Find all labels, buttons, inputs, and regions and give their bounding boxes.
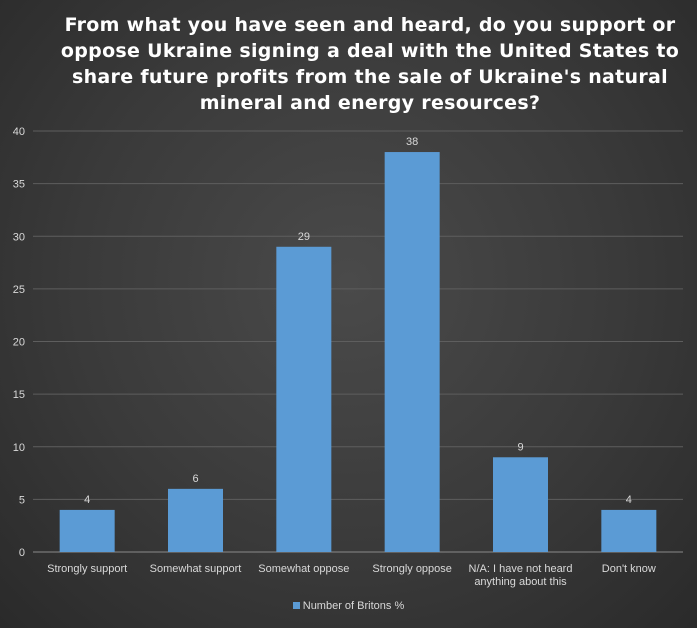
category-label: anything about this — [474, 576, 567, 588]
data-labels: 4 6 29 38 9 4 — [84, 136, 632, 506]
bar — [276, 246, 332, 552]
data-label: 4 — [84, 494, 90, 506]
y-tick-label: 5 — [19, 494, 25, 506]
data-label: 4 — [626, 494, 632, 506]
bar — [601, 509, 657, 552]
gridlines — [33, 130, 683, 553]
data-label: 38 — [406, 136, 418, 148]
data-label: 6 — [192, 473, 198, 485]
y-tick-label: 25 — [13, 284, 25, 296]
y-tick-label: 30 — [13, 231, 25, 243]
bar — [384, 152, 440, 553]
bars — [59, 152, 657, 553]
y-tick-label: 20 — [13, 337, 25, 349]
x-axis: Strongly support Somewhat support Somewhat… — [47, 563, 656, 588]
category-label: N/A: I have not heard — [469, 563, 573, 575]
legend-swatch — [292, 601, 300, 609]
y-tick-label: 0 — [19, 547, 25, 559]
category-label: Somewhat oppose — [258, 563, 349, 575]
category-label: Somewhat support — [150, 563, 242, 575]
y-tick-label: 35 — [13, 179, 25, 191]
data-label: 29 — [298, 231, 310, 243]
legend-label: Number of Britons % — [302, 600, 405, 612]
bar — [168, 488, 223, 552]
data-label: 9 — [517, 441, 523, 453]
bar — [493, 457, 548, 552]
y-axis: 0 5 10 15 20 25 30 35 40 — [13, 126, 25, 559]
category-label: Strongly oppose — [372, 563, 452, 575]
category-label: Strongly support — [47, 563, 127, 575]
bar — [59, 509, 115, 552]
y-tick-label: 10 — [13, 442, 25, 454]
legend: Number of Britons % — [0, 600, 697, 612]
category-label: Don't know — [602, 563, 656, 575]
y-tick-label: 40 — [13, 126, 25, 138]
y-tick-label: 15 — [13, 389, 25, 401]
chart-title: From what you have seen and heard, do yo… — [60, 14, 680, 114]
